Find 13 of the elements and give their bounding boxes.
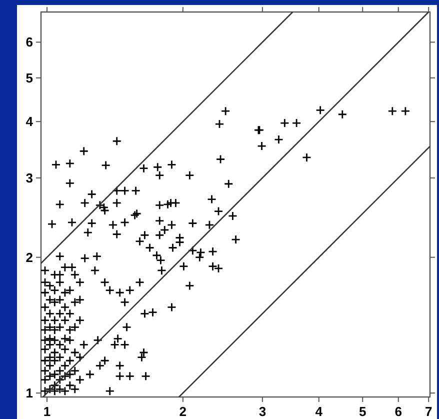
x-tick-label: 4 bbox=[315, 404, 324, 419]
x-tick-label: 2 bbox=[179, 404, 187, 419]
x-tick-label: 1 bbox=[43, 404, 51, 419]
x-tick-label: 5 bbox=[359, 404, 366, 419]
y-tick-label: 4 bbox=[26, 114, 34, 130]
x-tick-label: 6 bbox=[394, 404, 402, 419]
y-tick-label: 6 bbox=[26, 34, 33, 50]
x-tick-label: 7 bbox=[424, 404, 432, 419]
y-tick-label: 3 bbox=[26, 170, 33, 186]
y-tick-label: 2 bbox=[26, 250, 33, 265]
y-tick-label: 5 bbox=[26, 70, 33, 86]
x-tick-label: 3 bbox=[258, 404, 266, 419]
y-tick-label: 1 bbox=[26, 386, 33, 401]
